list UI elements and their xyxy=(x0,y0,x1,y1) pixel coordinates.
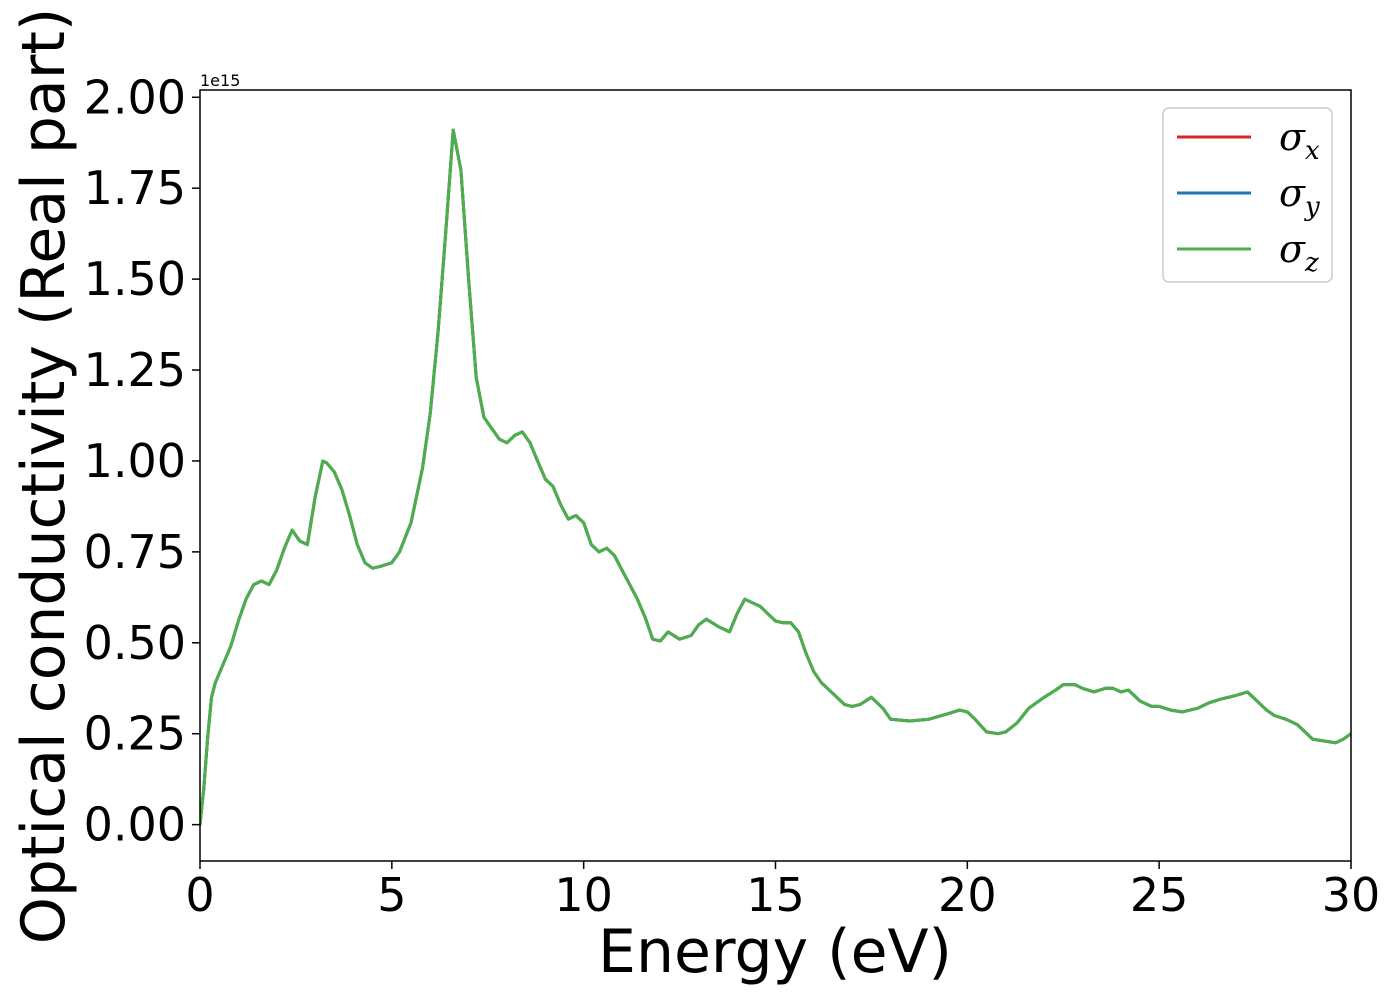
y-tick-label: 2.00 xyxy=(84,70,186,124)
x-tick-label: 10 xyxy=(554,868,613,922)
x-axis-title: Energy (eV) xyxy=(598,917,952,987)
series-line-z xyxy=(200,128,1351,827)
y-offset-label: 1e15 xyxy=(200,71,240,90)
y-axis: 0.00 0.25 0.50 0.75 1.00 1.25 1.50 1.75 2.00 xyxy=(84,70,200,852)
y-tick-label: 1.50 xyxy=(84,252,186,306)
x-tick-label: 5 xyxy=(377,868,406,922)
y-tick-label: 0.50 xyxy=(84,616,186,670)
y-tick-label: 1.00 xyxy=(84,434,186,488)
x-tick-label: 0 xyxy=(185,868,214,922)
x-tick-label: 20 xyxy=(938,868,997,922)
x-tick-label: 30 xyxy=(1322,868,1381,922)
x-tick-label: 15 xyxy=(746,868,805,922)
y-tick-label: 1.75 xyxy=(84,161,186,215)
legend-label-z: σz xyxy=(1279,227,1319,278)
legend-frame xyxy=(1162,107,1333,283)
y-tick-label: 0.00 xyxy=(84,798,186,852)
x-axis: 0 5 10 15 20 25 30 xyxy=(185,861,1380,922)
series-layer xyxy=(200,128,1351,827)
y-axis-title: Optical conductivity (Real part) xyxy=(9,8,79,945)
y-tick-label: 0.25 xyxy=(84,707,186,761)
x-tick-label: 25 xyxy=(1130,868,1189,922)
legend-label-y: σy xyxy=(1279,171,1320,222)
y-tick-label: 0.75 xyxy=(84,525,186,579)
legend-label-x: σx xyxy=(1279,115,1320,166)
y-tick-label: 1.25 xyxy=(84,343,186,397)
